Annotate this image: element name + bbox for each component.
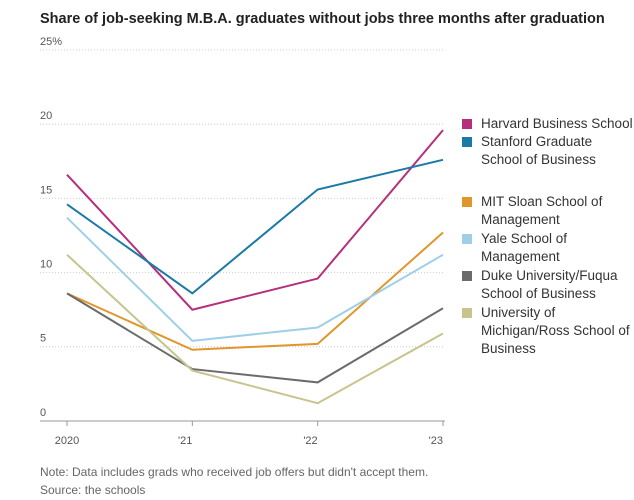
- legend-entry: Harvard Business School: [462, 115, 634, 133]
- note: Note: Data includes grads who received j…: [40, 465, 429, 479]
- x-tick-label: '23: [429, 435, 443, 447]
- legend-label: Duke University/Fuqua School of Business: [481, 268, 618, 301]
- series-line: [66, 129, 444, 311]
- series-line: [66, 254, 444, 405]
- x-tick-label: '22: [303, 435, 317, 447]
- legend-label: Harvard Business School: [481, 116, 633, 131]
- legend-swatch: [462, 271, 472, 281]
- legend-label: MIT Sloan School of Management: [481, 194, 603, 227]
- legend-entry: Stanford Graduate School of Business: [462, 133, 634, 169]
- legend-label: Stanford Graduate School of Business: [481, 134, 596, 167]
- x-tick-label: 2020: [55, 435, 79, 447]
- legend-swatch: [462, 308, 472, 318]
- legend-entry: University of Michigan/Ross School of Bu…: [462, 304, 634, 358]
- y-tick-label: 5: [40, 333, 46, 345]
- series-line: [66, 216, 444, 342]
- legend-label: University of Michigan/Ross School of Bu…: [481, 305, 630, 356]
- source: Source: the schools: [40, 483, 146, 497]
- legend-swatch: [462, 234, 472, 244]
- x-tick-label: '21: [178, 435, 192, 447]
- series-line: [66, 292, 444, 384]
- legend-swatch: [462, 197, 472, 207]
- series-line: [66, 158, 444, 295]
- series-line: [66, 231, 444, 351]
- legend-swatch: [462, 119, 472, 129]
- legend-entry: Duke University/Fuqua School of Business: [462, 267, 634, 303]
- y-tick-label: 25%: [40, 36, 62, 48]
- y-tick-label: 10: [40, 259, 52, 271]
- y-tick-label: 15: [40, 184, 52, 196]
- legend-entry: Yale School of Management: [462, 230, 634, 266]
- legend-entry: MIT Sloan School of Management: [462, 193, 634, 229]
- legend-label: Yale School of Management: [481, 231, 568, 264]
- legend-swatch: [462, 137, 472, 147]
- y-tick-label: 20: [40, 110, 52, 122]
- y-tick-label: 0: [40, 407, 46, 419]
- chart-title: Share of job-seeking M.B.A. graduates wi…: [40, 11, 605, 27]
